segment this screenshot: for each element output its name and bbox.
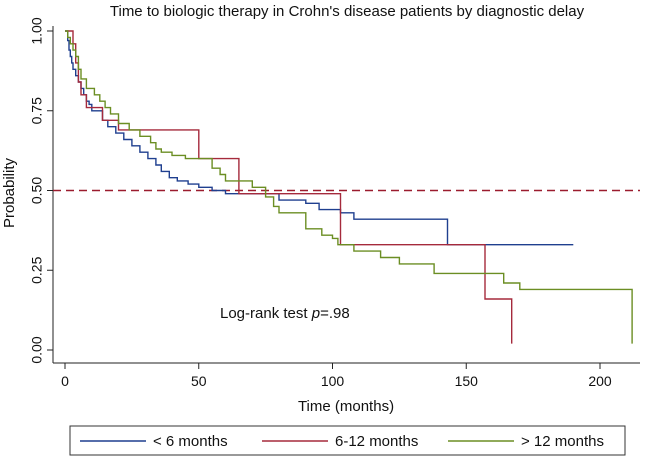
legend-label-0: < 6 months xyxy=(153,433,228,450)
legend-label-2: > 12 months xyxy=(521,433,604,450)
y-tick-label: 0.50 xyxy=(29,177,45,204)
log-rank-annotation: Log-rank test p=.98 xyxy=(220,305,350,322)
log-rank-prefix: Log-rank test xyxy=(220,305,312,322)
y-tick-label: 0.25 xyxy=(29,256,45,283)
legend-box xyxy=(69,425,626,456)
x-tick-label: 0 xyxy=(61,373,69,389)
legend-label-1: 6-12 months xyxy=(335,433,418,450)
survival-curves xyxy=(65,30,633,344)
series-line-1 xyxy=(65,30,513,344)
x-tick-label: 150 xyxy=(455,373,479,389)
chart-title: Time to biologic therapy in Crohn's dise… xyxy=(110,3,585,20)
x-tick-label: 100 xyxy=(321,373,345,389)
chart-legend: < 6 months 6-12 months > 12 months xyxy=(69,425,626,456)
y-tick-label: 1.00 xyxy=(29,17,45,44)
series-line-2 xyxy=(65,30,633,344)
log-rank-value: =.98 xyxy=(320,305,350,322)
x-tick-label: 200 xyxy=(588,373,612,389)
y-axis-label: Probability xyxy=(1,157,18,228)
log-rank-p-symbol: p xyxy=(311,305,320,322)
series-line-0 xyxy=(65,30,574,246)
plot-area xyxy=(52,26,640,364)
x-tick-label: 50 xyxy=(191,373,207,389)
x-axis-ticks: 0 50 100 150 200 xyxy=(61,363,612,389)
x-axis-label: Time (months) xyxy=(298,398,394,415)
y-tick-label: 0.75 xyxy=(29,97,45,124)
y-axis-ticks: 0.00 0.25 0.50 0.75 1.00 xyxy=(29,17,53,364)
y-tick-label: 0.00 xyxy=(29,336,45,363)
